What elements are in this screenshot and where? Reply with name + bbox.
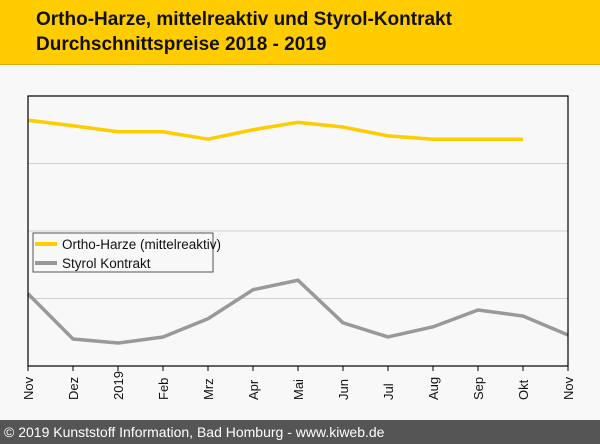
x-tick-label: Sep [471, 377, 486, 400]
x-tick-label: Feb [156, 378, 171, 400]
legend-box [32, 232, 214, 273]
x-tick-label: Jun [336, 379, 351, 400]
x-tick-label: Mai [291, 379, 306, 400]
chart-subtitle: Durchschnittspreise 2018 - 2019 [36, 34, 327, 55]
legend-label: Ortho-Harze (mittelreaktiv) [62, 237, 221, 252]
x-tick-label: Nov [561, 376, 576, 400]
x-tick-label: Okt [516, 379, 531, 400]
x-tick-label: Mrz [201, 378, 216, 400]
line-chart: Nov Dez 2019 Feb Mrz Apr Mai Jun Jul Aug Sep Okt Nov… [21, 95, 576, 400]
series-line-ortho-harze [27, 118, 523, 141]
x-tick-label: Dez [66, 377, 81, 400]
x-tick-label: Nov [21, 376, 36, 400]
x-tick-label: 2019 [111, 371, 126, 400]
chart-title: Ortho-Harze, mittelreaktiv und Styrol-Ko… [36, 9, 452, 30]
legend-label: Styrol Kontrakt [62, 256, 151, 271]
footer-copyright: © 2019 Kunststoff Information, Bad Hombu… [0, 420, 600, 444]
x-tick-label: Jul [381, 383, 396, 400]
x-tick-label: Apr [246, 379, 261, 400]
chart-header: Ortho-Harze, mittelreaktiv und Styrol-Ko… [0, 0, 600, 65]
x-tick-label: Aug [426, 377, 441, 400]
